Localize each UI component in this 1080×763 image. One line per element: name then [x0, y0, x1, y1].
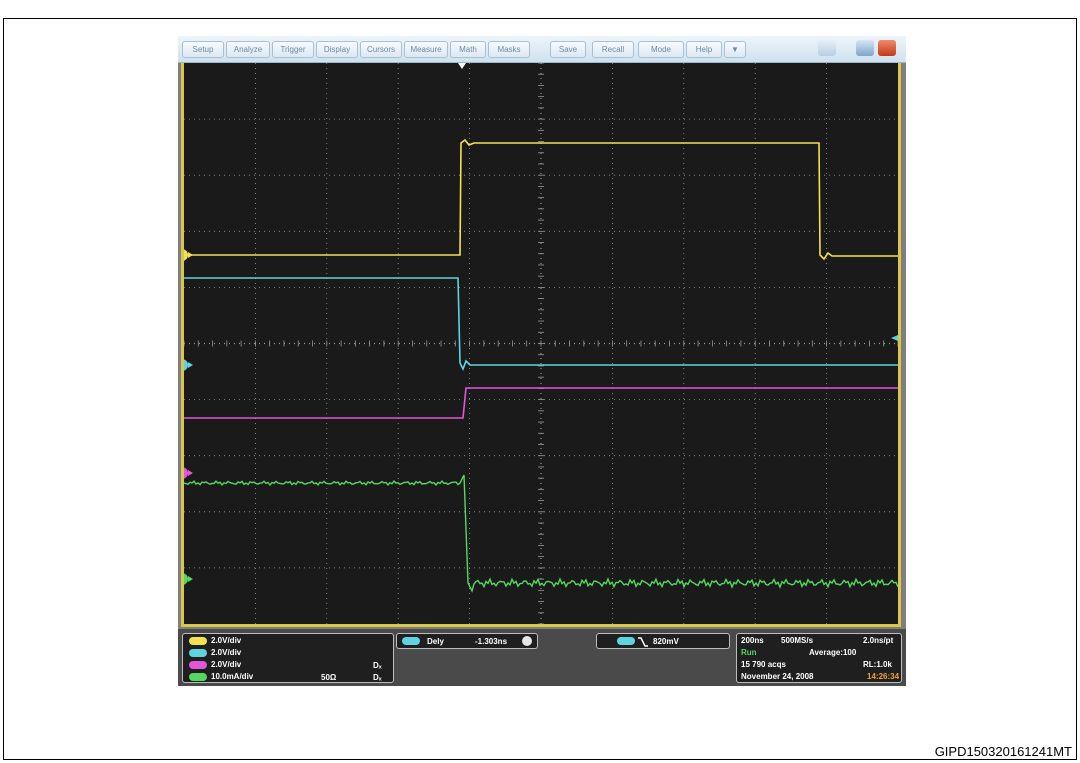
trigger-level-icon: [891, 335, 898, 341]
trigger-badge: [617, 637, 635, 645]
ch3-trace: [184, 387, 898, 419]
acquisition-readout: 200ns 500MS/s 2.0ns/pt Run Average:100 1…: [736, 633, 902, 683]
ch2-ground-marker-arrow-icon: [188, 362, 193, 368]
menu-recall[interactable]: Recall: [592, 41, 634, 58]
ch2-badge: [189, 648, 207, 657]
delay-label: Dely: [427, 637, 444, 646]
ch2-scale: 2.0V/div: [211, 648, 242, 657]
delay-knob-icon[interactable]: [522, 636, 532, 646]
waveform-display: [181, 63, 901, 627]
ch2-readout[interactable]: 2.0V/div: [189, 647, 241, 659]
ch1-ground-marker-icon: [184, 249, 188, 261]
ch1-readout[interactable]: 2.0V/div: [189, 635, 241, 647]
menu-setup[interactable]: Setup: [182, 41, 224, 58]
ch4-ground-marker-icon: [184, 573, 188, 585]
trigger-level: 820mV: [653, 637, 679, 646]
time: 14:26:34: [867, 672, 900, 681]
ch3-ground-marker-icon: [184, 467, 188, 479]
menu-analyze[interactable]: Analyze: [226, 41, 270, 58]
waveform-canvas: [184, 63, 898, 624]
menu-trigger[interactable]: Trigger: [272, 41, 314, 58]
ch4-extra: Dₓ: [373, 673, 382, 682]
run-state: Run: [741, 648, 757, 657]
figure-caption: GIPD150320161241MT: [934, 744, 1072, 759]
channel-readout: 2.0V/div 2.0V/div 2.0V/div Dₓ 10.0mA/div…: [182, 633, 394, 683]
menu-bar: Setup Analyze Trigger Display Cursors Me…: [178, 36, 906, 63]
timebase: 200ns: [741, 636, 764, 645]
menu-save[interactable]: Save: [550, 41, 586, 58]
minimize-icon[interactable]: [856, 40, 874, 56]
sample-rate: 500MS/s: [781, 636, 814, 645]
menu-dropdown-icon[interactable]: ▼: [724, 41, 746, 58]
ch1-ground-marker-arrow-icon: [188, 252, 193, 258]
ch1-badge: [189, 636, 207, 645]
ch3-badge: [189, 660, 207, 669]
date: November 24, 2008: [741, 672, 814, 681]
delay-readout[interactable]: Dely -1.303ns: [396, 633, 538, 649]
menu-measure[interactable]: Measure: [404, 41, 448, 58]
ch1-scale: 2.0V/div: [211, 636, 242, 645]
record-length: RL:1.0k: [863, 660, 892, 669]
trigger-readout[interactable]: 820mV: [596, 633, 730, 649]
ch3-scale: 2.0V/div: [211, 660, 242, 669]
ch1-trace: [184, 138, 898, 261]
ch2-ground-marker-icon: [184, 359, 188, 371]
menu-mode[interactable]: Mode: [638, 41, 684, 58]
rising-edge-icon: [638, 637, 648, 647]
delay-value: -1.303ns: [475, 637, 508, 646]
ch3-readout[interactable]: 2.0V/div: [189, 659, 241, 671]
menu-math[interactable]: Math: [450, 41, 486, 58]
menu-masks[interactable]: Masks: [488, 41, 530, 58]
ch2-trace: [184, 277, 898, 371]
ch4-trace: [184, 474, 898, 593]
ch4-scale: 10.0mA/div: [211, 672, 254, 681]
ch4-ground-marker-arrow-icon: [188, 576, 193, 582]
acq-mode: Average:100: [809, 648, 857, 657]
delay-badge: [402, 637, 420, 645]
menu-display[interactable]: Display: [316, 41, 358, 58]
menu-help[interactable]: Help: [686, 41, 722, 58]
oscilloscope-window: Setup Analyze Trigger Display Cursors Me…: [178, 36, 906, 686]
ch3-extra: Dₓ: [373, 661, 382, 670]
close-icon[interactable]: [878, 40, 896, 56]
menu-cursors[interactable]: Cursors: [360, 41, 402, 58]
ch4-impedance: 50Ω: [321, 673, 337, 682]
ch3-ground-marker-arrow-icon: [188, 470, 193, 476]
ch4-readout[interactable]: 10.0mA/div: [189, 671, 253, 683]
trigger-position-icon: [458, 63, 466, 69]
acq-count: 15 790 acqs: [741, 660, 786, 669]
ch4-badge: [189, 672, 207, 681]
toolbar-toggle-icon[interactable]: [818, 40, 836, 56]
status-panel: 2.0V/div 2.0V/div 2.0V/div Dₓ 10.0mA/div…: [178, 629, 906, 686]
resolution: 2.0ns/pt: [863, 636, 894, 645]
